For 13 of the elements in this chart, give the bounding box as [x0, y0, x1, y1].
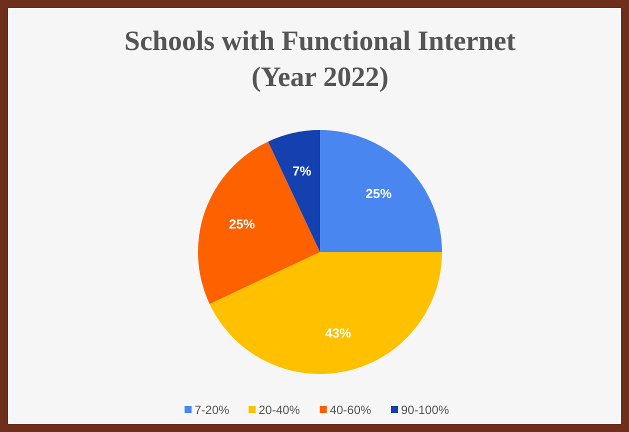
- data-label: 25%: [228, 216, 256, 232]
- legend-label: 40-60%: [330, 403, 372, 418]
- chart-title: Schools with Functional Internet (Year 2022): [124, 26, 516, 93]
- data-label: 25%: [366, 186, 392, 201]
- pie-slice: [198, 142, 320, 304]
- pie-slice: [210, 252, 442, 374]
- pie-slice: [268, 130, 320, 252]
- legend-label: 20-40%: [258, 403, 300, 418]
- pie-slice: [320, 130, 442, 252]
- legend-label: 7-20%: [194, 403, 230, 418]
- legend-label: 90-100%: [401, 403, 450, 418]
- data-label: 43%: [325, 326, 352, 341]
- data-label: 7%: [292, 164, 312, 179]
